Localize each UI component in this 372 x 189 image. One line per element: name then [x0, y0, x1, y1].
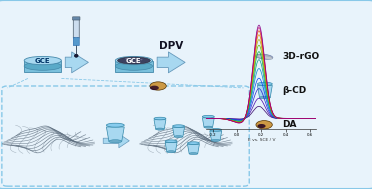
Circle shape [257, 124, 266, 128]
Ellipse shape [260, 96, 270, 99]
Ellipse shape [140, 59, 142, 60]
Text: GCE: GCE [35, 58, 51, 64]
Ellipse shape [133, 58, 135, 59]
FancyBboxPatch shape [73, 19, 79, 38]
Ellipse shape [24, 62, 61, 70]
Ellipse shape [204, 126, 213, 128]
Ellipse shape [106, 123, 124, 127]
FancyBboxPatch shape [73, 38, 79, 46]
Ellipse shape [211, 139, 220, 141]
FancyBboxPatch shape [115, 60, 153, 72]
Text: DPV: DPV [159, 41, 183, 51]
Polygon shape [187, 144, 199, 154]
Ellipse shape [173, 125, 185, 127]
Text: 3D-rGO: 3D-rGO [282, 52, 319, 61]
FancyBboxPatch shape [73, 17, 80, 20]
Polygon shape [106, 127, 124, 141]
Ellipse shape [125, 58, 128, 59]
Ellipse shape [174, 136, 183, 138]
FancyBboxPatch shape [24, 60, 61, 72]
Ellipse shape [129, 61, 131, 62]
Circle shape [150, 86, 159, 90]
Ellipse shape [74, 54, 78, 57]
Ellipse shape [210, 129, 222, 131]
Ellipse shape [138, 61, 141, 63]
Polygon shape [154, 120, 166, 129]
Polygon shape [202, 118, 214, 127]
Ellipse shape [115, 62, 153, 70]
Circle shape [150, 82, 166, 90]
Ellipse shape [262, 56, 273, 59]
Ellipse shape [202, 115, 214, 118]
Ellipse shape [24, 56, 61, 65]
Ellipse shape [189, 153, 198, 155]
Circle shape [256, 121, 272, 129]
Polygon shape [173, 127, 185, 137]
Ellipse shape [115, 56, 153, 65]
Ellipse shape [155, 128, 164, 130]
Ellipse shape [256, 54, 273, 59]
X-axis label: E vs. SCE / V: E vs. SCE / V [248, 138, 275, 142]
Text: DA: DA [282, 120, 296, 129]
Text: β-CD: β-CD [282, 86, 306, 95]
Text: GCE: GCE [126, 58, 142, 64]
Ellipse shape [154, 117, 166, 120]
Polygon shape [210, 131, 222, 140]
Ellipse shape [257, 82, 272, 86]
Polygon shape [165, 142, 177, 152]
Ellipse shape [165, 140, 177, 143]
Ellipse shape [167, 151, 176, 153]
Polygon shape [257, 85, 272, 98]
Ellipse shape [187, 142, 199, 144]
Ellipse shape [258, 55, 264, 57]
Ellipse shape [109, 140, 122, 143]
Ellipse shape [118, 57, 150, 64]
